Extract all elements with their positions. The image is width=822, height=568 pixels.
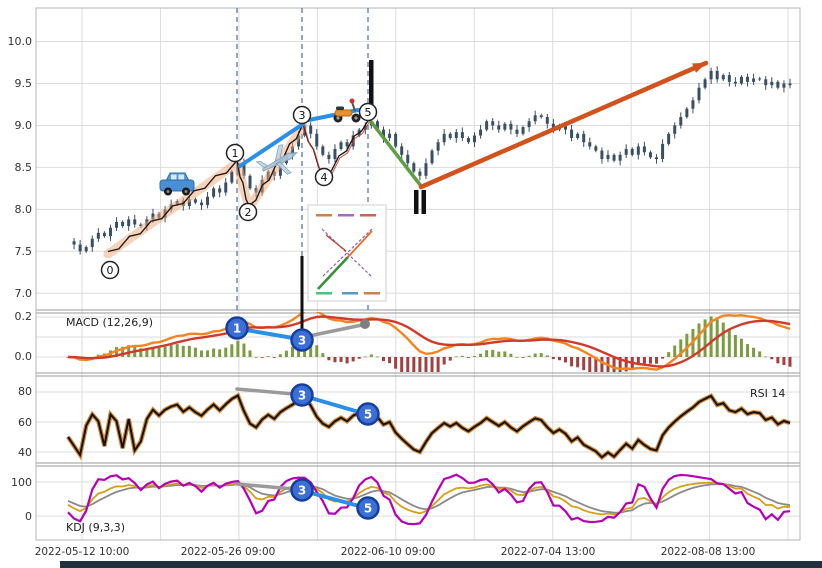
- gray-dot-marker: [360, 319, 370, 329]
- rsi-panel: [66, 392, 791, 461]
- wave-number-circle: [100, 260, 120, 280]
- inset-diagram: [307, 204, 387, 302]
- indicator-marker-label: 1: [233, 322, 241, 336]
- kdj-panel: [67, 473, 791, 526]
- indicator-marker-label: 5: [364, 408, 372, 422]
- gray-connector-line: [302, 323, 364, 339]
- airplane-icon: [255, 144, 299, 175]
- indicator-marker-circle: [225, 316, 249, 340]
- indicator-marker-circle: [290, 383, 314, 407]
- projection-arrow: [692, 63, 706, 73]
- blue-connector-line: [309, 491, 361, 508]
- wave-number-label: 4: [321, 171, 328, 184]
- candlesticks: [72, 66, 792, 255]
- indicator-marker-circle: [356, 402, 380, 426]
- roman-numeral-mark: [414, 190, 419, 214]
- wave-number-circle: [314, 167, 334, 187]
- wave-number-circle: [238, 202, 258, 222]
- gray-connector-line: [235, 387, 296, 396]
- bottom-window-strip: [60, 561, 822, 568]
- wave-number-label: 2: [245, 206, 252, 219]
- blue-connector-line: [244, 328, 295, 340]
- panel-borders: [35, 7, 801, 541]
- macd-panel: [66, 312, 792, 372]
- gray-connector-line: [235, 482, 296, 491]
- indicator-marker-label: 3: [298, 334, 306, 348]
- roman-numeral-mark: [421, 190, 426, 214]
- wave-number-label: 3: [299, 109, 306, 122]
- wave-number-circle: [292, 105, 312, 125]
- roman-numeral-mark: [369, 60, 374, 110]
- indicator-marker-circle: [290, 478, 314, 502]
- indicator-marker-circle: [356, 496, 380, 520]
- wave-number-label: 5: [365, 106, 372, 119]
- wave-number-circle: [225, 143, 245, 163]
- wave-number-label: 0: [107, 264, 114, 277]
- scooter-icon: [333, 98, 361, 123]
- indicator-marker-label: 3: [298, 484, 306, 498]
- car-icon: [159, 172, 195, 196]
- blue-connector-line: [309, 396, 361, 414]
- indicator-marker-label: 3: [298, 389, 306, 403]
- trend-line-blue: [238, 122, 305, 168]
- wave-number-circle: [358, 102, 378, 122]
- indicator-marker-label: 5: [364, 502, 372, 516]
- correction-line-green: [367, 117, 423, 188]
- indicator-marker-circle: [290, 328, 314, 352]
- gridlines: [36, 8, 800, 540]
- wave-number-label: 1: [232, 147, 239, 160]
- annotations: 0 1 2 3 4 5 1 3 3 5 3 5: [100, 8, 709, 520]
